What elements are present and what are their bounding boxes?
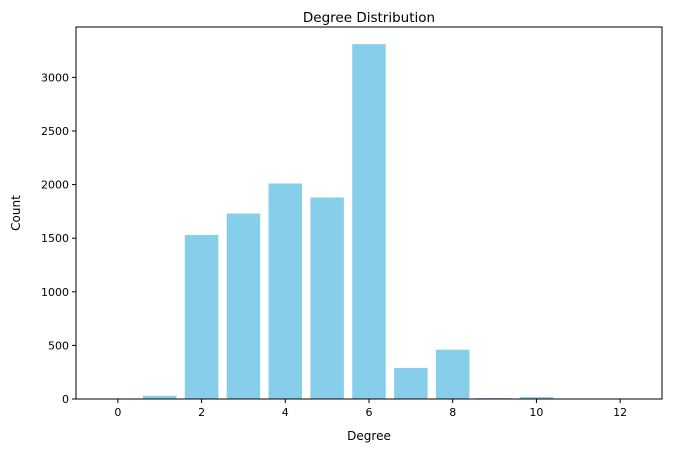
y-axis-label: Count [9, 195, 23, 231]
x-tick-label: 12 [613, 406, 627, 419]
bars-group [142, 44, 554, 399]
x-tick-label: 0 [114, 406, 121, 419]
y-tick-label: 500 [48, 339, 69, 352]
x-tick-label: 6 [366, 406, 373, 419]
x-axis-label: Degree [347, 429, 391, 443]
y-tick-label: 1000 [41, 286, 69, 299]
x-tick-label: 4 [282, 406, 289, 419]
bar-degree-2 [184, 234, 219, 399]
bar-degree-4 [268, 183, 303, 399]
y-tick-label: 3000 [41, 71, 69, 84]
bar-degree-1 [142, 395, 177, 399]
bar-degree-7 [394, 367, 428, 399]
y-tick-label: 2500 [41, 125, 69, 138]
y-tick-label: 0 [62, 393, 69, 406]
y-axis-ticks: 0 500 1000 1500 2000 2500 3000 [41, 71, 76, 406]
bar-degree-6 [352, 44, 386, 399]
y-tick-label: 1500 [41, 232, 69, 245]
bar-degree-3 [226, 213, 261, 399]
x-tick-label: 2 [198, 406, 205, 419]
x-tick-label: 10 [529, 406, 543, 419]
x-tick-label: 8 [449, 406, 456, 419]
bar-degree-5 [310, 197, 344, 399]
x-axis-ticks: 0 2 4 6 8 10 12 [114, 399, 627, 419]
chart-title: Degree Distribution [303, 10, 435, 26]
y-tick-label: 2000 [41, 179, 69, 192]
bar-degree-8 [435, 349, 470, 399]
bar-degree-10 [519, 397, 554, 399]
